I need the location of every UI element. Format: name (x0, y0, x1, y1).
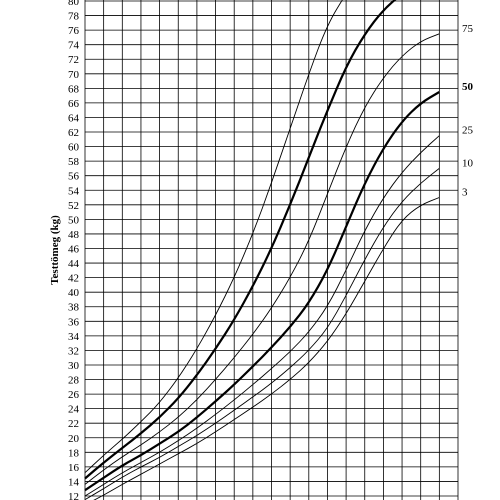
y-tick-label: 22 (68, 418, 79, 430)
y-tick-label: 64 (68, 112, 80, 124)
y-tick-label: 30 (68, 360, 80, 372)
y-tick-label: 26 (68, 389, 80, 401)
y-tick-label: 54 (68, 185, 80, 197)
y-tick-label: 72 (68, 54, 79, 66)
y-tick-label: 66 (68, 98, 80, 110)
y-tick-label: 38 (68, 302, 80, 314)
y-tick-label: 24 (68, 404, 80, 416)
y-tick-label: 36 (68, 316, 80, 328)
y-tick-label: 48 (68, 229, 80, 241)
y-axis-ticks: 12 14 16 18 20 22 24 26 28 30 32 34 36 38 40 42 44 46 48 50… (68, 0, 80, 500)
y-tick-label: 58 (68, 156, 80, 168)
y-tick-label: 76 (68, 25, 80, 37)
percentile-line-10 (84, 168, 440, 500)
y-tick-label: 20 (68, 433, 80, 445)
y-tick-label: 32 (68, 345, 79, 357)
y-tick-label: 44 (68, 258, 80, 270)
y-tick-label: 78 (68, 11, 80, 23)
y-tick-label: 40 (68, 287, 80, 299)
percentile-line-3 (93, 197, 440, 500)
y-tick-label: 42 (68, 273, 79, 285)
y-tick-label: 80 (68, 0, 80, 8)
percentile-line-6 (84, 0, 343, 474)
percentile-lines (84, 0, 440, 500)
y-tick-label: 60 (68, 142, 80, 154)
y-tick-label: 68 (68, 83, 80, 95)
y-tick-label: 52 (68, 200, 79, 212)
percentile-label-75: 75 (462, 23, 474, 35)
y-tick-label: 28 (68, 375, 80, 387)
y-tick-label: 46 (68, 244, 80, 256)
percentile-line-75 (84, 33, 440, 485)
y-tick-label: 16 (68, 462, 80, 474)
y-tick-label: 14 (68, 476, 80, 488)
percentile-label-25: 25 (462, 125, 474, 137)
y-tick-label: 74 (68, 40, 80, 52)
percentile-line-5 (84, 0, 397, 480)
percentile-labels: 3 10 25 50 75 (462, 23, 474, 199)
y-tick-label: 50 (68, 214, 80, 226)
percentile-label-3: 3 (462, 187, 468, 199)
percentile-label-10: 10 (462, 157, 474, 169)
y-tick-label: 12 (68, 491, 79, 500)
percentile-label-50: 50 (462, 81, 474, 93)
y-tick-label: 70 (68, 69, 80, 81)
y-tick-label: 18 (68, 447, 80, 459)
percentile-line-50 (84, 91, 440, 492)
grid (84, 0, 459, 500)
y-axis-label: Testtömeg (kg) (49, 215, 61, 285)
percentile-line-25 (84, 135, 440, 497)
y-tick-label: 56 (68, 171, 80, 183)
y-tick-label: 62 (68, 127, 79, 139)
y-tick-label: 34 (68, 331, 80, 343)
